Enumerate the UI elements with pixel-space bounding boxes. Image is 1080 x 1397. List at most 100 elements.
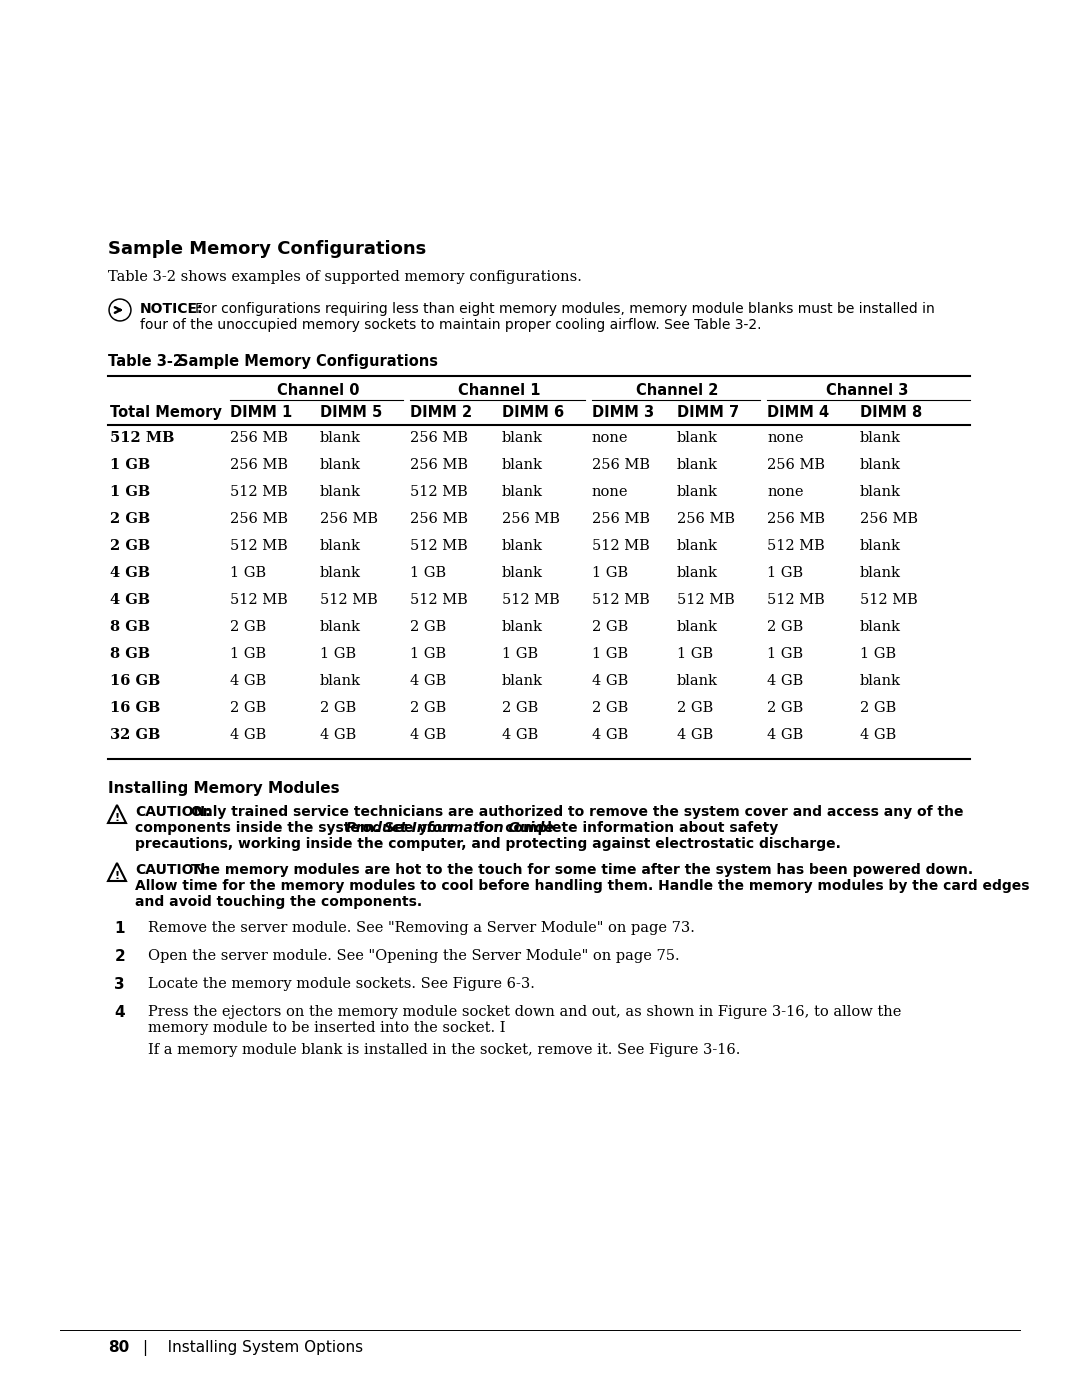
Circle shape: [110, 300, 130, 320]
Text: 256 MB: 256 MB: [410, 458, 468, 472]
Text: blank: blank: [677, 485, 718, 499]
Text: 512 MB: 512 MB: [592, 592, 650, 608]
Text: 3: 3: [114, 977, 125, 992]
Text: Open the server module. See "Opening the Server Module" on page 75.: Open the server module. See "Opening the…: [148, 949, 679, 963]
Text: blank: blank: [860, 539, 901, 553]
Text: Only trained service technicians are authorized to remove the system cover and a: Only trained service technicians are aut…: [191, 805, 963, 819]
Text: 80: 80: [108, 1340, 130, 1355]
Text: 256 MB: 256 MB: [592, 458, 650, 472]
Text: DIMM 8: DIMM 8: [860, 405, 922, 420]
Text: 256 MB: 256 MB: [230, 511, 288, 527]
Text: 256 MB: 256 MB: [860, 511, 918, 527]
Text: Remove the server module. See "Removing a Server Module" on page 73.: Remove the server module. See "Removing …: [148, 921, 694, 935]
Text: 2 GB: 2 GB: [410, 620, 446, 634]
Polygon shape: [108, 805, 126, 823]
Text: DIMM 2: DIMM 2: [410, 405, 472, 420]
Text: 2 GB: 2 GB: [110, 511, 150, 527]
Text: 2 GB: 2 GB: [230, 701, 267, 715]
Text: 4 GB: 4 GB: [230, 673, 267, 687]
Circle shape: [109, 299, 131, 321]
Text: 4 GB: 4 GB: [410, 673, 446, 687]
Text: DIMM 4: DIMM 4: [767, 405, 829, 420]
Text: for complete information about safety: for complete information about safety: [473, 821, 779, 835]
Text: blank: blank: [320, 673, 361, 687]
Text: 256 MB: 256 MB: [320, 511, 378, 527]
Text: 512 MB: 512 MB: [860, 592, 918, 608]
Text: 2: 2: [114, 949, 125, 964]
Text: DIMM 1: DIMM 1: [230, 405, 293, 420]
Text: DIMM 6: DIMM 6: [502, 405, 564, 420]
Text: 4 GB: 4 GB: [592, 673, 629, 687]
Text: blank: blank: [860, 566, 901, 580]
Text: 512 MB: 512 MB: [592, 539, 650, 553]
Text: 1 GB: 1 GB: [410, 647, 446, 661]
Text: 512 MB: 512 MB: [320, 592, 378, 608]
Text: Channel 2: Channel 2: [636, 383, 718, 398]
Text: 256 MB: 256 MB: [230, 458, 288, 472]
Text: 4 GB: 4 GB: [502, 728, 538, 742]
Text: 256 MB: 256 MB: [502, 511, 561, 527]
Text: 4: 4: [114, 1004, 125, 1020]
Text: blank: blank: [677, 566, 718, 580]
Text: 4 GB: 4 GB: [767, 673, 804, 687]
Polygon shape: [108, 863, 126, 882]
Text: 4 GB: 4 GB: [677, 728, 713, 742]
Text: 1 GB: 1 GB: [410, 566, 446, 580]
Text: 1 GB: 1 GB: [592, 566, 629, 580]
Text: 32 GB: 32 GB: [110, 728, 160, 742]
Text: 512 MB: 512 MB: [110, 432, 174, 446]
Text: components inside the system. See your: components inside the system. See your: [135, 821, 459, 835]
Text: Channel 0: Channel 0: [276, 383, 360, 398]
Text: DIMM 3: DIMM 3: [592, 405, 654, 420]
Text: 256 MB: 256 MB: [767, 458, 825, 472]
Text: 2 GB: 2 GB: [677, 701, 713, 715]
Text: The memory modules are hot to the touch for some time after the system has been : The memory modules are hot to the touch …: [191, 863, 973, 877]
Text: 2 GB: 2 GB: [767, 620, 804, 634]
Text: 1 GB: 1 GB: [110, 458, 150, 472]
Text: 256 MB: 256 MB: [410, 432, 468, 446]
Text: CAUTION:: CAUTION:: [135, 805, 211, 819]
Text: 16 GB: 16 GB: [110, 673, 160, 687]
Text: 512 MB: 512 MB: [410, 539, 468, 553]
Text: Total Memory: Total Memory: [110, 405, 221, 420]
Text: !: !: [114, 813, 120, 823]
Text: 4 GB: 4 GB: [230, 728, 267, 742]
Text: 256 MB: 256 MB: [767, 511, 825, 527]
Text: Installing Memory Modules: Installing Memory Modules: [108, 781, 339, 796]
Text: DIMM 7: DIMM 7: [677, 405, 739, 420]
Text: blank: blank: [677, 673, 718, 687]
Text: 1 GB: 1 GB: [860, 647, 896, 661]
Text: !: !: [114, 870, 120, 880]
Text: blank: blank: [860, 673, 901, 687]
Text: If a memory module blank is installed in the socket, remove it. See Figure 3-16.: If a memory module blank is installed in…: [148, 1044, 741, 1058]
Text: Allow time for the memory modules to cool before handling them. Handle the memor: Allow time for the memory modules to coo…: [135, 879, 1029, 893]
Text: 512 MB: 512 MB: [230, 592, 287, 608]
Text: blank: blank: [502, 432, 543, 446]
Text: blank: blank: [677, 458, 718, 472]
Text: 512 MB: 512 MB: [677, 592, 734, 608]
Text: blank: blank: [677, 620, 718, 634]
Text: 256 MB: 256 MB: [230, 432, 288, 446]
Text: 4 GB: 4 GB: [860, 728, 896, 742]
Text: NOTICE:: NOTICE:: [140, 302, 203, 316]
Text: 256 MB: 256 MB: [677, 511, 735, 527]
Text: blank: blank: [677, 432, 718, 446]
Text: 512 MB: 512 MB: [410, 485, 468, 499]
Text: 512 MB: 512 MB: [767, 539, 825, 553]
Text: DIMM 5: DIMM 5: [320, 405, 382, 420]
Text: 512 MB: 512 MB: [410, 592, 468, 608]
Text: 2 GB: 2 GB: [767, 701, 804, 715]
Text: four of the unoccupied memory sockets to maintain proper cooling airflow. See Ta: four of the unoccupied memory sockets to…: [140, 319, 761, 332]
Text: 512 MB: 512 MB: [767, 592, 825, 608]
Text: 16 GB: 16 GB: [110, 701, 160, 715]
Text: 4 GB: 4 GB: [110, 592, 150, 608]
Text: blank: blank: [320, 458, 361, 472]
Text: |    Installing System Options: | Installing System Options: [143, 1340, 363, 1356]
Text: and avoid touching the components.: and avoid touching the components.: [135, 895, 422, 909]
Text: 512 MB: 512 MB: [502, 592, 559, 608]
Text: 2 GB: 2 GB: [230, 620, 267, 634]
Text: 8 GB: 8 GB: [110, 647, 150, 661]
Text: Channel 3: Channel 3: [826, 383, 908, 398]
Text: 4 GB: 4 GB: [110, 566, 150, 580]
Text: Press the ejectors on the memory module socket down and out, as shown in Figure : Press the ejectors on the memory module …: [148, 1004, 902, 1018]
